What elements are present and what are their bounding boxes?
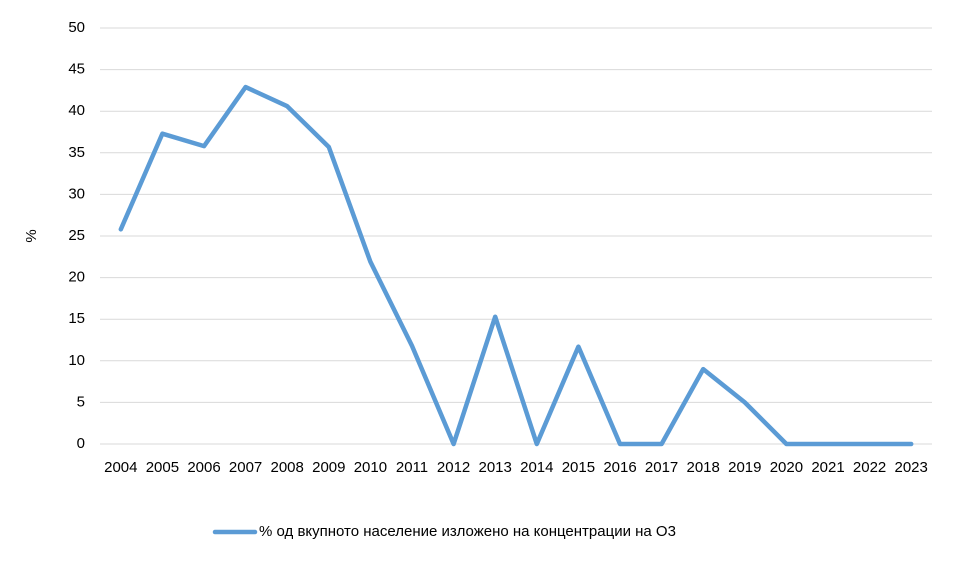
y-tick-label: 20 (68, 269, 85, 286)
data-line (118, 84, 914, 447)
legend-label: % од вкупното население изложено на конц… (259, 523, 676, 540)
x-tick-label: 2009 (312, 459, 345, 476)
y-tick-label: 5 (77, 393, 85, 410)
x-tick-label: 2019 (728, 459, 761, 476)
x-tick-label: 2022 (853, 459, 886, 476)
y-tick-label: 10 (68, 352, 85, 369)
x-tick-label: 2023 (895, 459, 928, 476)
y-tick-label: 45 (68, 61, 85, 78)
y-tick-label: 30 (68, 185, 85, 202)
y-tick-label: 35 (68, 144, 85, 161)
x-tick-label: 2006 (187, 459, 220, 476)
x-tick-label: 2017 (645, 459, 678, 476)
y-axis-label: % (23, 229, 40, 242)
x-tick-label: 2013 (479, 459, 512, 476)
y-tick-label: 25 (68, 227, 85, 244)
x-tick-label: 2010 (354, 459, 387, 476)
x-tick-label: 2012 (437, 459, 470, 476)
y-tick-label: 50 (68, 19, 85, 36)
x-tick-label: 2008 (271, 459, 304, 476)
x-tick-label: 2007 (229, 459, 262, 476)
x-tick-label: 2020 (770, 459, 803, 476)
y-tick-label: 0 (77, 435, 85, 452)
x-tick-label: 2018 (687, 459, 720, 476)
x-tick-label: 2011 (396, 459, 428, 476)
x-tick-label: 2015 (562, 459, 595, 476)
y-tick-label: 15 (68, 310, 85, 327)
x-tick-label: 2004 (104, 459, 137, 476)
x-tick-label: 2014 (520, 459, 553, 476)
x-tick-label: 2005 (146, 459, 179, 476)
x-tick-label: 2021 (811, 459, 844, 476)
x-tick-label: 2016 (603, 459, 636, 476)
y-tick-label: 40 (68, 102, 85, 119)
